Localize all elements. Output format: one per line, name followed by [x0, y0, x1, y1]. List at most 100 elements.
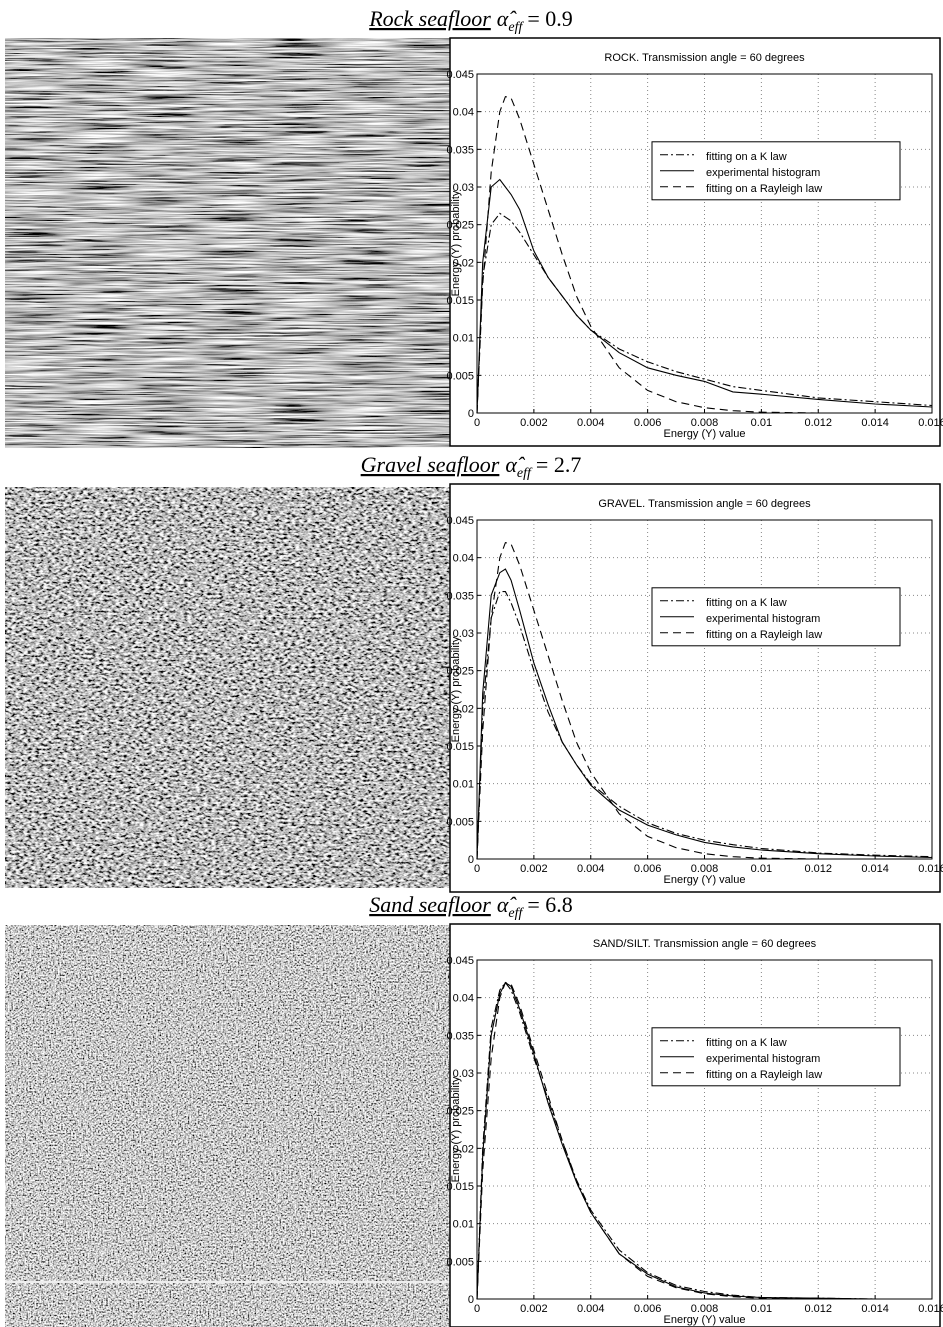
y-tick-label: 0.04: [453, 993, 474, 1005]
caption-text: Rock seafloor: [368, 6, 491, 31]
x-tick-label: 0.014: [861, 1303, 889, 1315]
y-tick-label: 0.005: [446, 1256, 474, 1268]
x-axis-label: Energy (Y) value: [664, 1314, 746, 1326]
y-tick-label: 0.035: [446, 1030, 474, 1042]
x-tick-label: 0.008: [691, 863, 719, 875]
legend-label: experimental histogram: [706, 613, 820, 625]
series-line: [476, 981, 932, 1300]
y-tick-label: 0.015: [446, 741, 474, 753]
x-tick-label: 0: [474, 1303, 480, 1315]
caption: Gravel seafloor α̂eff = 2.7: [361, 452, 582, 481]
y-tick-label: 0.03: [453, 628, 474, 640]
y-tick-label: 0.025: [446, 220, 474, 232]
y-tick-label: 0: [468, 854, 474, 866]
y-tick-label: 0: [468, 1294, 474, 1306]
legend-label: fitting on a K law: [706, 151, 787, 163]
x-tick-label: 0.006: [634, 417, 662, 429]
y-axis-label: Energy (Y) probability: [450, 1076, 462, 1182]
x-tick-label: 0.016: [918, 417, 943, 429]
y-tick-label: 0.03: [453, 182, 474, 194]
legend-label: fitting on a Rayleigh law: [706, 183, 822, 195]
y-tick-label: 0.045: [446, 955, 474, 967]
y-tick-label: 0.04: [453, 553, 474, 565]
chart-frame: [449, 37, 941, 447]
x-tick-label: 0.014: [861, 417, 889, 429]
caption-value: = 2.7: [536, 452, 581, 477]
series-line: [476, 568, 933, 860]
x-tick-label: 0.008: [691, 1303, 719, 1315]
x-tick-label: 0.01: [751, 1303, 772, 1315]
series-line: [476, 178, 933, 414]
chart-title: ROCK. Transmission angle = 60 degrees: [604, 52, 805, 64]
caption-text: Sand seafloor: [369, 892, 491, 917]
x-tick-label: 0.002: [520, 1303, 548, 1315]
caption-subscript: eff: [508, 906, 524, 921]
y-tick-label: 0.005: [446, 370, 474, 382]
x-tick-label: 0.014: [861, 863, 889, 875]
legend-label: fitting on a K law: [706, 1037, 787, 1049]
legend-label: fitting on a K law: [706, 597, 787, 609]
y-tick-label: 0.02: [453, 703, 474, 715]
y-tick-label: 0.025: [446, 1106, 474, 1118]
legend-label: experimental histogram: [706, 167, 820, 179]
y-tick-label: 0.01: [453, 333, 474, 345]
y-tick-label: 0.04: [453, 107, 474, 119]
x-tick-label: 0.006: [634, 1303, 662, 1315]
caption-value: = 6.8: [527, 892, 572, 917]
x-tick-label: 0: [474, 417, 480, 429]
legend-box: [651, 587, 901, 647]
y-axis-label: Energy (Y) probability: [450, 190, 462, 296]
x-tick-label: 0.012: [804, 1303, 832, 1315]
series-line: [476, 541, 932, 860]
y-tick-label: 0.02: [453, 1143, 474, 1155]
y-tick-label: 0.01: [453, 1219, 474, 1231]
series-line: [476, 591, 933, 860]
legend-label: fitting on a Rayleigh law: [706, 629, 822, 641]
x-tick-label: 0.016: [918, 863, 943, 875]
chart-frame: [449, 923, 941, 1327]
chart-frame: [449, 483, 941, 893]
y-tick-label: 0.015: [446, 1181, 474, 1193]
legend-label: fitting on a Rayleigh law: [706, 1069, 822, 1081]
y-tick-label: 0.03: [453, 1068, 474, 1080]
caption-value: = 0.9: [527, 6, 572, 31]
y-tick-label: 0.01: [453, 779, 474, 791]
x-tick-label: 0.012: [804, 863, 832, 875]
series-line: [476, 95, 932, 414]
y-tick-label: 0.035: [446, 144, 474, 156]
x-tick-label: 0: [474, 863, 480, 875]
x-tick-label: 0.016: [918, 1303, 943, 1315]
caption-subscript: eff: [517, 466, 533, 481]
x-tick-label: 0.008: [691, 417, 719, 429]
sonar-image: [5, 925, 450, 1327]
chart-title: SAND/SILT. Transmission angle = 60 degre…: [593, 938, 817, 950]
x-axis-label: Energy (Y) value: [664, 874, 746, 886]
x-tick-label: 0.01: [751, 417, 772, 429]
y-tick-label: 0.02: [453, 257, 474, 269]
y-tick-label: 0.025: [446, 666, 474, 678]
x-tick-label: 0.004: [577, 863, 605, 875]
caption-subscript: eff: [508, 20, 524, 35]
plot-area: [476, 959, 933, 1300]
caption: Rock seafloor α̂eff = 0.9: [368, 6, 573, 35]
x-tick-label: 0.002: [520, 863, 548, 875]
y-tick-label: 0.045: [446, 69, 474, 81]
x-tick-label: 0.012: [804, 417, 832, 429]
y-tick-label: 0.015: [446, 295, 474, 307]
plot-area: [476, 73, 933, 414]
y-axis-label: Energy (Y) probability: [450, 636, 462, 742]
legend-label: experimental histogram: [706, 1053, 820, 1065]
x-tick-label: 0.006: [634, 863, 662, 875]
y-tick-label: 0.045: [446, 515, 474, 527]
x-tick-label: 0.004: [577, 417, 605, 429]
y-tick-label: 0.035: [446, 590, 474, 602]
x-tick-label: 0.002: [520, 417, 548, 429]
caption-text: Gravel seafloor: [361, 452, 500, 477]
y-tick-label: 0: [468, 408, 474, 420]
x-tick-label: 0.004: [577, 1303, 605, 1315]
plot-area: [476, 519, 933, 860]
caption: Sand seafloor α̂eff = 6.8: [369, 892, 573, 921]
x-tick-label: 0.01: [751, 863, 772, 875]
chart-title: GRAVEL. Transmission angle = 60 degrees: [598, 498, 811, 510]
